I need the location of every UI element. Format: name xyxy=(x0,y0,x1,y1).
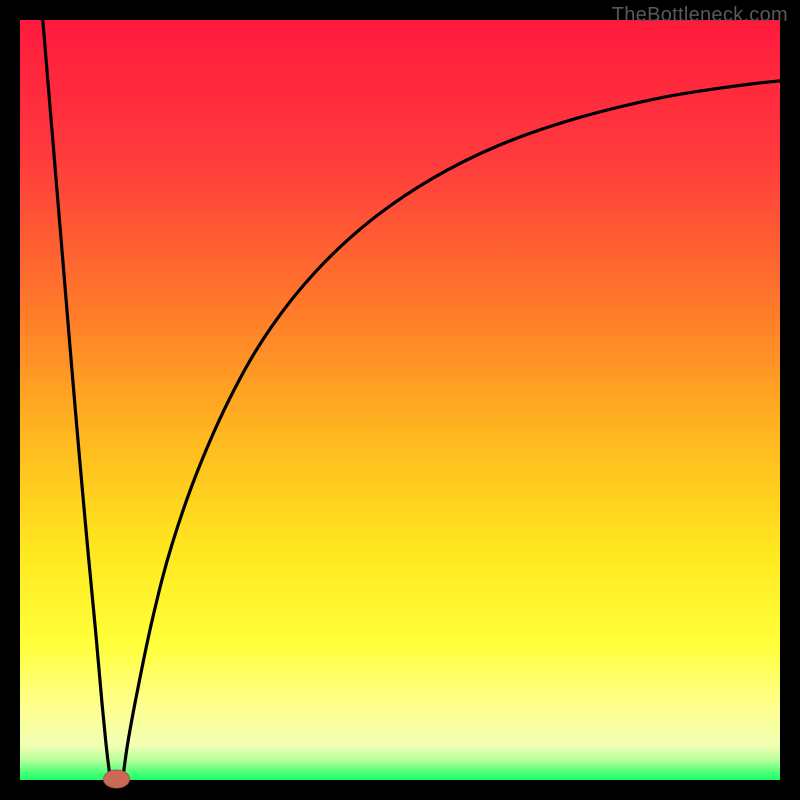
bottleneck-chart xyxy=(0,0,800,800)
plot-background xyxy=(20,20,780,780)
min-marker xyxy=(104,770,130,788)
chart-container: TheBottleneck.com xyxy=(0,0,800,800)
watermark-text: TheBottleneck.com xyxy=(612,4,788,27)
